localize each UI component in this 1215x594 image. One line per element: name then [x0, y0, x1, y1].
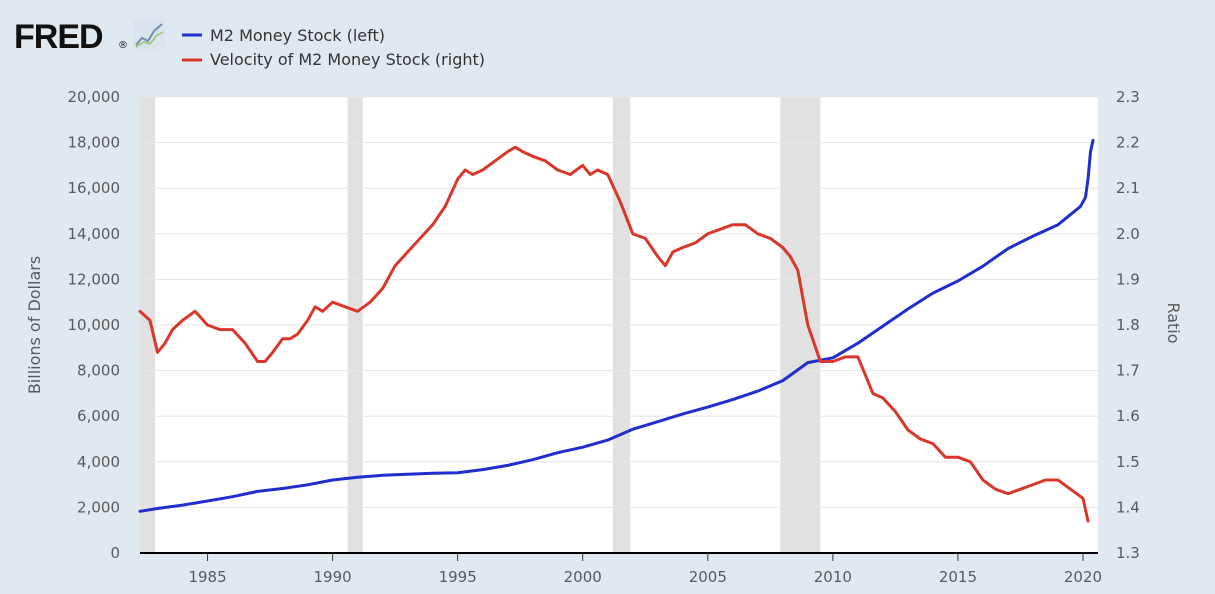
x-tick-label: 1985: [188, 568, 226, 586]
y-right-tick-label: 1.5: [1116, 453, 1140, 471]
x-tick-label: 2000: [564, 568, 602, 586]
y-axis-left-ticks: 0 2,000 4,000 6,000 8,000 10,000 12,000 14,000 1…: [68, 88, 121, 562]
y-left-tick-label: 6,000: [77, 407, 120, 425]
legend-label-velocity: Velocity of M2 Money Stock (right): [210, 50, 485, 69]
y-axis-right-ticks: 1.3 1.4 1.5 1.6 1.7 1.8 1.9 2.0 2.1 2.2 2.3: [1116, 88, 1140, 562]
x-tick-label: 2010: [814, 568, 852, 586]
y-left-tick-label: 8,000: [77, 362, 120, 380]
y-left-tick-label: 10,000: [68, 316, 121, 334]
y-left-tick-label: 2,000: [77, 498, 120, 516]
y-left-tick-label: 18,000: [68, 134, 121, 152]
chart-legend: M2 Money Stock (left) Velocity of M2 Mon…: [182, 26, 485, 69]
y-axis-right-title: Ratio: [1164, 302, 1183, 343]
legend-item-velocity[interactable]: Velocity of M2 Money Stock (right): [182, 50, 485, 69]
y-right-tick-label: 1.7: [1116, 362, 1140, 380]
y-left-tick-label: 0: [110, 544, 120, 562]
series-lines: [138, 138, 1095, 523]
x-tick-label: 1990: [314, 568, 352, 586]
gridlines: [140, 96, 1098, 508]
registered-mark: ®: [118, 40, 128, 51]
x-tick-label: 2020: [1064, 568, 1102, 586]
series-line-velocity[interactable]: [138, 145, 1090, 523]
x-tick-label: 1995: [439, 568, 477, 586]
fred-logo[interactable]: FRED ®: [14, 18, 165, 56]
y-left-tick-label: 4,000: [77, 453, 120, 471]
y-right-tick-label: 1.9: [1116, 270, 1140, 288]
y-left-tick-label: 20,000: [68, 88, 121, 106]
y-right-tick-label: 2.0: [1116, 225, 1140, 243]
x-axis-ticks: 1985 1990 1995 2000 2005 2010 2015 2020: [188, 553, 1102, 586]
legend-item-m2[interactable]: M2 Money Stock (left): [182, 26, 385, 45]
y-right-tick-label: 1.4: [1116, 498, 1140, 516]
fred-logo-text: FRED: [14, 18, 103, 56]
y-left-tick-label: 12,000: [68, 270, 121, 288]
y-left-tick-label: 16,000: [68, 179, 121, 197]
y-right-tick-label: 1.6: [1116, 407, 1140, 425]
y-right-tick-label: 2.2: [1116, 134, 1140, 152]
y-axis-left-title: Billions of Dollars: [25, 256, 44, 394]
y-right-tick-label: 1.3: [1116, 544, 1140, 562]
trend-line-icon: [133, 19, 165, 49]
legend-label-m2: M2 Money Stock (left): [210, 26, 385, 45]
y-right-tick-label: 1.8: [1116, 316, 1140, 334]
y-left-tick-label: 14,000: [68, 225, 121, 243]
x-tick-label: 2005: [689, 568, 727, 586]
y-right-tick-label: 2.3: [1116, 88, 1140, 106]
series-line-m2[interactable]: [138, 138, 1095, 513]
x-tick-label: 2015: [939, 568, 977, 586]
y-right-tick-label: 2.1: [1116, 179, 1140, 197]
